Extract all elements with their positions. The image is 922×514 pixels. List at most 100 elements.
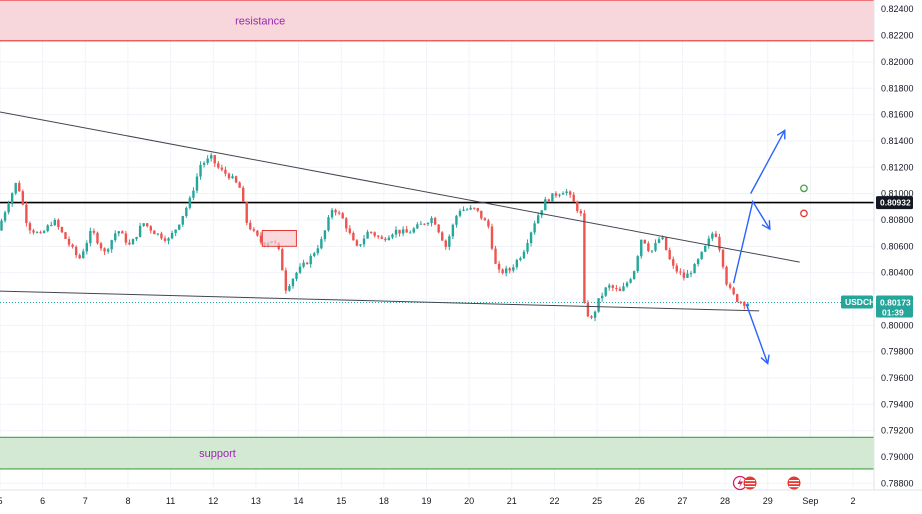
candle-body — [14, 183, 17, 194]
candle-body — [334, 209, 337, 213]
resistance-label: resistance — [235, 15, 285, 27]
candle-body — [444, 240, 447, 247]
candle-body — [672, 259, 675, 266]
candle-body — [554, 193, 558, 196]
candle-body — [529, 232, 533, 244]
candle-body — [632, 271, 636, 280]
candle-body — [437, 224, 440, 233]
candle-body — [423, 223, 426, 225]
candle-body — [728, 284, 732, 288]
candle-body — [636, 256, 639, 272]
price-tick-label: 0.80400 — [881, 268, 914, 278]
trendline-upper[interactable] — [0, 111, 800, 263]
date-tick-label: 18 — [379, 496, 389, 506]
flag-stripe — [745, 483, 755, 485]
candle-body — [512, 267, 515, 271]
date-tick-label: 26 — [635, 496, 645, 506]
candle-body — [313, 253, 316, 256]
date-tick-label: 21 — [507, 496, 517, 506]
highlight-box[interactable] — [261, 230, 297, 247]
date-tick-label: 19 — [421, 496, 431, 506]
candle-body — [494, 248, 497, 264]
candle-body — [416, 224, 419, 229]
date-tick-label: 7 — [83, 496, 88, 506]
candle-body — [391, 234, 394, 238]
candle-body — [696, 259, 700, 264]
candle-body — [654, 242, 657, 251]
candle-body — [10, 193, 14, 205]
projection-up-arrow[interactable] — [750, 130, 786, 194]
candle-body — [170, 232, 174, 239]
candle-body — [441, 232, 444, 241]
candle-body — [547, 199, 551, 202]
candle-body — [650, 250, 654, 252]
candle-body — [608, 285, 611, 288]
candle-body — [629, 279, 632, 283]
candle-body — [405, 229, 408, 233]
candle-body — [597, 298, 600, 312]
candle-body — [231, 176, 234, 179]
price-tick-label: 0.82400 — [881, 4, 914, 14]
current-price-tag[interactable] — [876, 295, 913, 318]
candle-body — [380, 236, 383, 239]
candle-body — [46, 225, 49, 232]
candle-body — [615, 288, 618, 290]
price-tick-label: 0.80800 — [881, 215, 914, 225]
candle-body — [622, 286, 625, 291]
price-tick-label: 0.79000 — [881, 452, 914, 462]
candle-body — [583, 213, 586, 303]
drawings — [0, 201, 874, 304]
green-circle[interactable] — [800, 184, 808, 193]
candle-body — [18, 183, 21, 192]
candle-body — [426, 223, 430, 225]
candle-body — [600, 295, 604, 299]
price-tick-label: 0.81400 — [881, 136, 914, 146]
date-tick-label: 8 — [125, 496, 130, 506]
candle-body — [256, 230, 259, 236]
candle-body — [3, 212, 7, 221]
date-tick-label: 13 — [251, 496, 261, 506]
candle-body — [480, 210, 483, 219]
projection-up-path[interactable] — [732, 199, 771, 284]
candle-body — [693, 263, 696, 274]
candle-body — [348, 228, 352, 233]
candle-body — [288, 285, 291, 291]
price-tick-label: 0.82200 — [881, 31, 914, 41]
candle-body — [590, 316, 593, 318]
countdown-value: 01:39 — [882, 308, 904, 318]
candle-body — [345, 218, 348, 229]
candle-body — [448, 236, 451, 247]
candle-body — [743, 301, 746, 306]
candle-body — [174, 229, 177, 233]
candle-body — [700, 251, 703, 260]
candle-body — [117, 231, 120, 234]
candle-body — [647, 243, 650, 252]
candle-body — [451, 224, 455, 237]
candle-body — [725, 266, 728, 285]
support-zone — [0, 437, 874, 469]
marked-price-tag[interactable] — [876, 196, 913, 210]
marked-price-value: 0.80932 — [880, 198, 911, 208]
candle-body — [35, 232, 39, 234]
candle-body — [42, 231, 46, 233]
candle-body — [103, 248, 106, 252]
candle-body — [497, 263, 501, 270]
date-tick-label: 20 — [464, 496, 474, 506]
candle-body — [565, 191, 568, 194]
candle-body — [32, 230, 35, 233]
candle-body — [74, 246, 78, 256]
candle-body — [387, 237, 391, 241]
trendline-lower[interactable] — [0, 290, 760, 312]
candle-body — [167, 238, 170, 241]
red-circle[interactable] — [800, 209, 808, 218]
projection-down-arrow[interactable] — [745, 304, 769, 364]
candle-body — [394, 229, 398, 235]
symbol-tag[interactable] — [841, 295, 873, 309]
candle-body — [352, 232, 355, 241]
candle-body — [579, 211, 583, 214]
candle-body — [124, 233, 128, 243]
candle-body — [50, 225, 53, 227]
candle-body — [199, 164, 202, 177]
